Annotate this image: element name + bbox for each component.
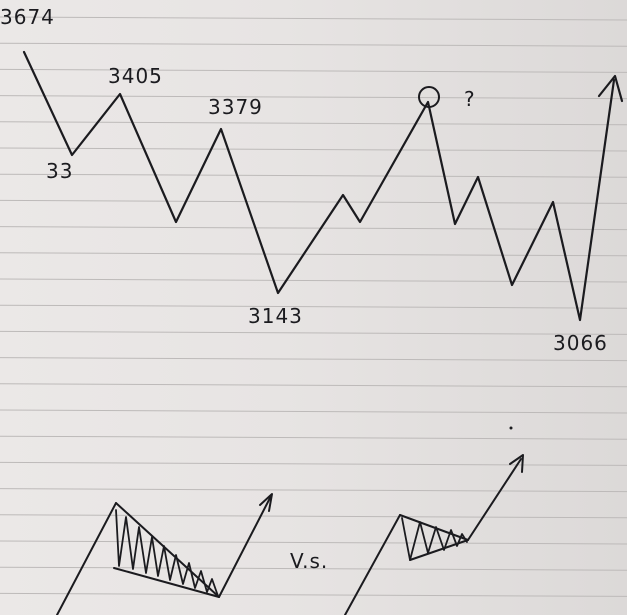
ruled-line — [0, 409, 627, 414]
triangle-zigzag — [401, 517, 468, 561]
ruled-line — [0, 278, 627, 283]
ruled-line — [0, 488, 627, 493]
label-3066: 3066 — [553, 331, 608, 355]
triangle-upper-line — [399, 514, 469, 541]
ruled-line — [0, 121, 627, 126]
ruled-line — [0, 16, 627, 21]
ruled-line — [0, 540, 627, 545]
ruled-line — [0, 226, 627, 231]
triangle-arrow-head — [509, 454, 524, 473]
wedge-lower-line — [113, 567, 220, 598]
ruled-lines — [0, 16, 627, 597]
wedge-arrow-head — [259, 493, 273, 512]
ruled-line — [0, 514, 627, 519]
peak-circle — [418, 86, 440, 108]
ruled-line — [0, 95, 627, 100]
ruled-line — [0, 435, 627, 440]
ruled-line — [0, 330, 627, 335]
triangle-entry-line — [344, 514, 401, 615]
ruled-line — [0, 592, 627, 597]
label-3379: 3379 — [208, 95, 263, 119]
ink-dot — [509, 426, 513, 430]
triangle-pattern — [344, 454, 524, 615]
up-arrow-head — [597, 74, 624, 103]
wedge-entry-line — [56, 502, 117, 615]
question-mark: ? — [464, 87, 476, 111]
falling-wedge-pattern — [56, 493, 273, 615]
ruled-line — [0, 304, 627, 309]
label-3143: 3143 — [248, 304, 303, 328]
triangle-breakout-line — [467, 458, 522, 541]
wedge-zigzag — [115, 509, 219, 597]
ruled-line — [0, 199, 627, 204]
label-3405: 3405 — [108, 64, 163, 88]
ruled-line — [0, 566, 627, 571]
wedge-upper-line — [115, 502, 220, 598]
ruled-line — [0, 383, 627, 388]
ruled-line — [0, 42, 627, 47]
ruled-line — [0, 357, 627, 362]
ruled-line — [0, 252, 627, 257]
ruled-line — [0, 173, 627, 178]
ruled-line — [0, 461, 627, 466]
wedge-breakout-line — [218, 495, 272, 598]
label-33: 33 — [46, 159, 73, 183]
ruled-line — [0, 147, 627, 152]
ruled-line — [0, 68, 627, 73]
versus-label: V.s. — [290, 549, 328, 573]
label-3674: 3674 — [0, 5, 55, 29]
price-zigzag-line — [22, 50, 616, 322]
